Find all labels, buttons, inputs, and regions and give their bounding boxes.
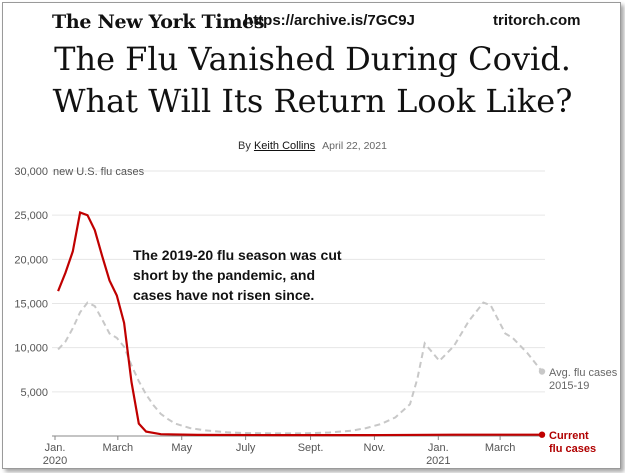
header-bar: The New York Times https://archive.is/7G… — [0, 8, 625, 36]
x-tick-label: July — [236, 442, 256, 454]
headline: The Flu Vanished During Covid. What Will… — [0, 38, 625, 122]
y-tick-label: 5,000 — [20, 387, 48, 399]
average-flu-line — [57, 301, 543, 435]
y-axis-label: new U.S. flu cases — [53, 166, 145, 178]
x-tick-label: Jan. — [45, 442, 66, 454]
y-tick-label: 15,000 — [14, 299, 48, 311]
screenshot-frame — [2, 2, 621, 469]
x-tick-label: Jan. — [428, 442, 449, 454]
average-end-dot — [538, 368, 546, 375]
average-series-label: 2015-19 — [549, 380, 589, 392]
chart-annotation: The 2019-20 flu season was cut — [133, 247, 342, 263]
x-tick-label: March — [103, 442, 134, 454]
average-series-label: Avg. flu cases — [549, 367, 618, 379]
y-tick-label: 20,000 — [14, 254, 48, 266]
headline-line-1: The Flu Vanished During Covid. — [54, 40, 571, 78]
x-tick-label: March — [485, 442, 516, 454]
y-tick-label: 25,000 — [14, 210, 48, 222]
headline-line-2: What Will Its Return Look Like? — [52, 82, 573, 120]
x-tick-label: Sept. — [298, 442, 324, 454]
archive-url-link[interactable]: https://archive.is/7GC9J — [244, 12, 415, 29]
current-end-dot — [538, 431, 546, 438]
byline: By Keith Collins April 22, 2021 — [0, 140, 625, 152]
y-tick-label: 30,000 — [14, 166, 48, 178]
current-series-label: flu cases — [549, 443, 596, 455]
x-tick-year-label: 2021 — [426, 455, 450, 467]
x-tick-label: May — [171, 442, 192, 454]
chart-annotation: short by the pandemic, and — [133, 267, 315, 283]
y-tick-label: 10,000 — [14, 343, 48, 355]
chart-annotation: cases have not risen since. — [133, 287, 314, 303]
byline-prefix: By — [238, 140, 251, 152]
publish-date: April 22, 2021 — [322, 140, 387, 152]
site-name: tritorch.com — [493, 12, 581, 29]
x-tick-label: Nov. — [364, 442, 386, 454]
current-flu-line — [57, 211, 542, 437]
current-series-label: Current — [549, 430, 589, 442]
author-link[interactable]: Keith Collins — [253, 140, 316, 152]
nyt-logo: The New York Times — [52, 11, 265, 33]
x-tick-year-label: 2020 — [43, 455, 67, 467]
